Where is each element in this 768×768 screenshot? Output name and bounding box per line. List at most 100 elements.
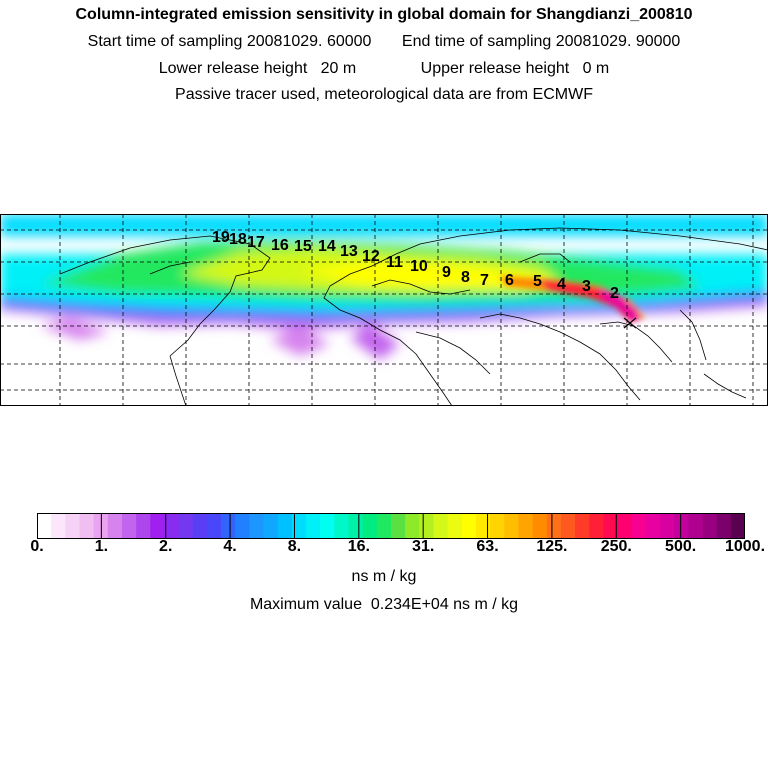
colorbar-cell <box>164 513 180 539</box>
colorbar-cell <box>490 513 505 539</box>
colorbar-cell <box>391 513 406 539</box>
colorbar-cell <box>178 513 194 539</box>
colorbar-cell <box>617 513 633 539</box>
trajectory-label: 2 <box>610 285 619 302</box>
end-value: 20081029. 90000 <box>555 33 681 50</box>
trajectory-label: 16 <box>271 237 289 254</box>
coastlines <box>59 227 768 406</box>
colorbar-cell <box>419 513 435 539</box>
sampling-times: Start time of sampling 20081029. 60000 E… <box>0 33 768 51</box>
map-title: Column-integrated emission sensitivity i… <box>75 6 693 23</box>
colorbar-cell <box>107 513 123 539</box>
colorbar-cell <box>79 513 95 539</box>
colorbar-cell <box>631 513 647 539</box>
colorbar-tick-label: 2. <box>159 538 173 555</box>
colorbar-cell <box>674 513 689 539</box>
trajectory-label: 19 <box>212 229 230 246</box>
trajectory-label: 13 <box>340 243 358 260</box>
colorbar-unit: ns m / kg <box>351 568 417 585</box>
colorbar-cell <box>532 513 548 539</box>
colorbar-cell <box>433 513 449 539</box>
colorbar-cell <box>221 513 236 539</box>
colorbar-cell <box>334 513 350 539</box>
colorbar-tick-label: 500. <box>665 538 697 555</box>
maximum-value: Maximum value 0.234E+04 ns m / kg <box>0 596 768 614</box>
colorbar-tick-label: 1000. <box>724 538 766 555</box>
trajectory-label: 15 <box>294 238 312 255</box>
colorbar-cell <box>362 513 378 539</box>
release-heights: Lower release height 20 m Upper release … <box>0 60 768 78</box>
colorbar-tick-label: 250. <box>600 538 632 555</box>
colorbar-cell <box>589 513 604 539</box>
colorbar-cell <box>348 513 364 539</box>
max-label: Maximum value <box>249 596 362 613</box>
colorbar-tick-label: 125. <box>536 538 568 555</box>
trajectory-label: 8 <box>461 269 470 286</box>
colorbar-frame <box>37 513 745 539</box>
colorbar-cell <box>560 513 576 539</box>
colorbar-cell <box>263 513 279 539</box>
colorbar-cell <box>192 513 208 539</box>
max-value: 0.234E+04 ns m / kg <box>370 596 519 613</box>
x-marker-icon <box>623 317 637 329</box>
trajectory-label: 7 <box>480 272 489 289</box>
plume-core <box>500 276 645 322</box>
colorbar-cell <box>688 513 704 539</box>
start-label: Start time of sampling <box>87 33 243 50</box>
colorbar-tick-label: 0. <box>30 538 44 555</box>
colorbar-cell <box>575 513 590 539</box>
colorbar-cell <box>376 513 392 539</box>
colorbar-cell <box>37 513 52 539</box>
colorbar-cell <box>65 513 81 539</box>
trajectory-label: 18 <box>229 231 247 248</box>
colorbar-tick-label: 4. <box>223 538 237 555</box>
trajectory-label: 6 <box>505 272 514 289</box>
colorbar-cell <box>150 513 166 539</box>
colorbar-tick-label: 63. <box>476 538 499 555</box>
trajectory-label: 12 <box>362 248 380 265</box>
grid-lines <box>0 214 768 406</box>
colorbar-cells <box>37 513 745 539</box>
start-value: 20081029. 60000 <box>246 33 372 50</box>
colorbar-cell <box>249 513 265 539</box>
lower-label: Lower release height <box>158 60 308 77</box>
colorbar-cell <box>603 513 619 539</box>
colorbar-cell <box>51 513 66 539</box>
trajectory-label: 17 <box>247 234 265 251</box>
trajectory-label: 5 <box>533 273 542 290</box>
colorbar-cell <box>475 513 491 539</box>
colorbar-tick-label: 8. <box>287 538 302 555</box>
colorbar-cell <box>447 513 463 539</box>
trajectory-label: 4 <box>557 276 566 293</box>
colorbar-cell <box>461 513 477 539</box>
colorbar-cell <box>136 513 151 539</box>
upper-value: 0 m <box>582 60 610 77</box>
colorbar-cell <box>660 513 675 539</box>
upper-label: Upper release height <box>420 60 570 77</box>
colorbar-cell <box>716 513 732 539</box>
colorbar-cell <box>277 513 293 539</box>
colorbar-dividers <box>100 513 682 539</box>
colorbar-cell <box>320 513 335 539</box>
trajectory-label: 14 <box>318 238 336 255</box>
colorbar-cell <box>702 513 718 539</box>
colorbar-cell <box>306 513 321 539</box>
colorbar-cell <box>235 513 250 539</box>
colorbar <box>37 513 745 539</box>
end-label: End time of sampling <box>401 33 552 50</box>
colorbar-tick-label: 1. <box>94 538 109 555</box>
colorbar-cell <box>121 513 137 539</box>
colorbar-cell <box>504 513 520 539</box>
colorbar-cell <box>518 513 534 539</box>
trajectory-label: 3 <box>582 278 591 295</box>
colorbar-cell <box>291 513 307 539</box>
colorbar-tick-label: 31. <box>412 538 435 555</box>
colorbar-cell <box>405 513 420 539</box>
colorbar-tick-label: 16. <box>347 538 370 555</box>
colorbar-cell <box>645 513 661 539</box>
colorbar-cell <box>206 513 222 539</box>
trajectory-label: 10 <box>410 258 428 275</box>
colorbar-cell <box>730 513 745 539</box>
